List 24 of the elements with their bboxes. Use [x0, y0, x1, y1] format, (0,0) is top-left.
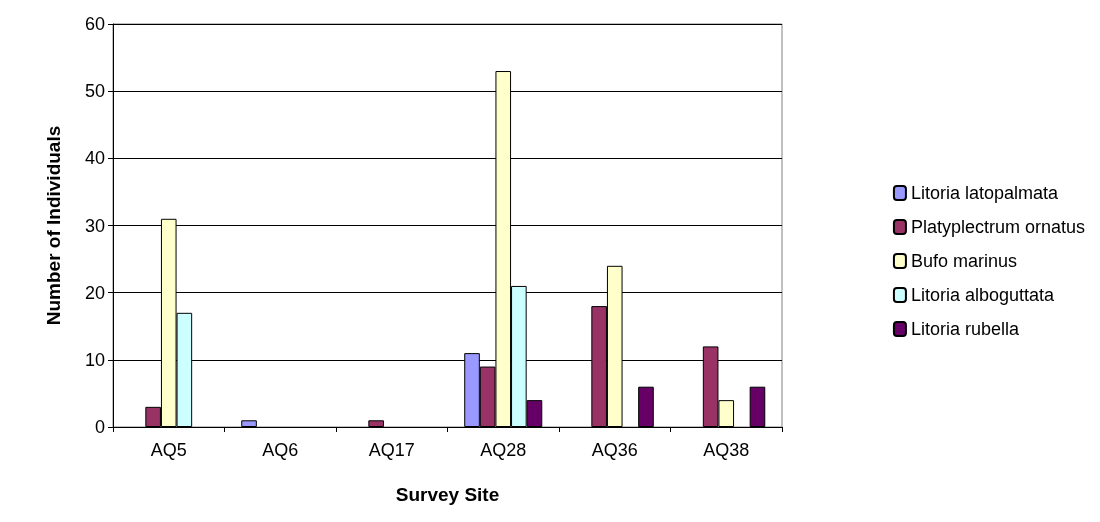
x-tick-label: AQ5	[150, 440, 187, 460]
y-tick-label: 0	[94, 417, 105, 437]
y-tick-label: 10	[84, 349, 105, 370]
x-tick-label: AQ36	[591, 440, 638, 460]
y-tick-label: 20	[84, 282, 105, 303]
legend-label: Bufo marinus	[910, 251, 1017, 271]
legend-label: Litoria rubella	[910, 319, 1020, 339]
legend-label: Litoria alboguttata	[910, 285, 1056, 305]
bar	[368, 420, 384, 427]
x-tick-label: AQ38	[703, 440, 750, 460]
y-axis-title: Number of Individuals	[43, 125, 64, 326]
legend-label: Litoria latopalmata	[910, 183, 1059, 203]
bar	[241, 420, 257, 427]
y-tick-label: 40	[84, 148, 105, 169]
y-tick-label: 30	[84, 215, 105, 236]
y-tick-label: 60	[84, 14, 105, 34]
x-tick-label: AQ6	[262, 440, 299, 460]
legend-label: Platyplectrum ornatus	[910, 217, 1085, 237]
x-axis-title: Survey Site	[395, 484, 500, 505]
x-tick-label: AQ17	[368, 440, 415, 460]
y-tick-label: 50	[84, 81, 105, 102]
bar	[638, 386, 654, 427]
x-tick-label: AQ28	[480, 440, 527, 460]
bar	[749, 386, 766, 427]
